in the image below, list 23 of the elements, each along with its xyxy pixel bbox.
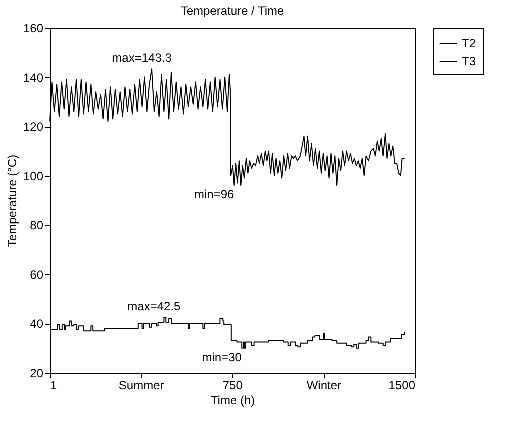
y-tick-label: 160 [23, 22, 44, 36]
y-tick-label: 40 [30, 317, 44, 332]
annotation: min=96 [194, 188, 234, 202]
x-axis-title: Time (h) [210, 394, 256, 408]
y-tick-label: 140 [23, 70, 44, 85]
x-tick-label: 1500 [388, 378, 416, 392]
y-axis-title: Temperature (°C) [5, 154, 20, 248]
y-tick-label: 120 [23, 120, 44, 134]
legend-label: T2 [462, 36, 476, 50]
x-tick-label: 1 [50, 378, 58, 392]
y-tick-label: 80 [30, 218, 44, 233]
annotation: max=42.5 [128, 300, 182, 314]
legend-label: T3 [462, 54, 476, 68]
x-tick-label: Winter [306, 378, 342, 392]
chart-title: Temperature / Time [180, 4, 285, 18]
y-tick-label: 20 [30, 366, 44, 380]
annotation: max=143.3 [112, 51, 172, 66]
y-tick-label: 60 [30, 268, 44, 282]
annotation: min=30 [202, 350, 242, 364]
y-tick-label: 100 [23, 169, 44, 184]
line-series [50, 68, 406, 186]
x-tick-label: Summer [118, 378, 164, 392]
x-tick-label: 750 [222, 378, 244, 392]
